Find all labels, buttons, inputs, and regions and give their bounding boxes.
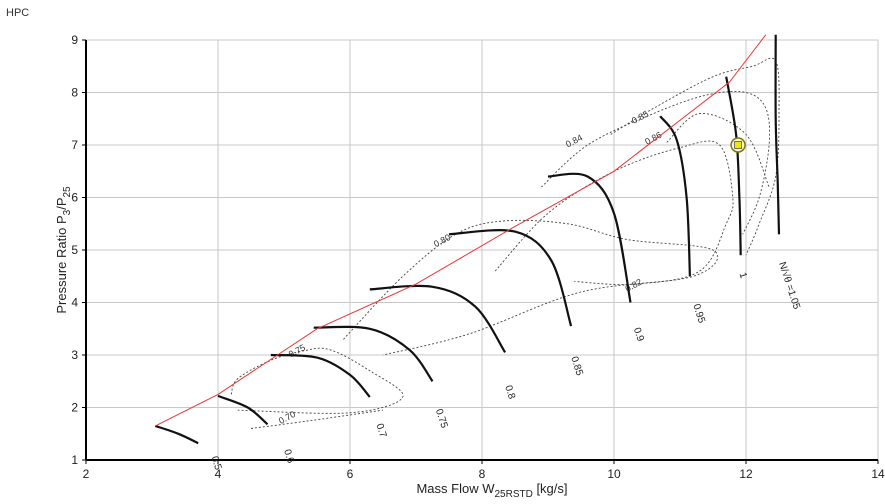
x-axis-label: Mass Flow W25RSTD [kg/s] bbox=[416, 481, 567, 499]
efficiency-contour-line bbox=[541, 90, 771, 235]
efficiency-contour-label: 0.85 bbox=[630, 109, 650, 126]
x-tick-label: 4 bbox=[215, 467, 222, 481]
speed-line-label: 0.9 bbox=[631, 326, 646, 343]
y-axis-label: Pressure Ratio P3/P25 bbox=[54, 186, 73, 314]
efficiency-contour-line bbox=[250, 409, 384, 429]
efficiency-contours: 0.700.750.800.820.840.850.86 bbox=[230, 57, 780, 429]
speed-line bbox=[217, 394, 269, 426]
y-tick-label: 6 bbox=[71, 191, 78, 205]
x-tick-label: 10 bbox=[607, 467, 621, 481]
speed-line-label: 0.5 bbox=[209, 455, 224, 472]
speed-line-label: 0.85 bbox=[568, 355, 585, 377]
speed-line-label: 0.75 bbox=[433, 408, 450, 430]
efficiency-contour-line bbox=[666, 113, 770, 188]
speed-line bbox=[154, 424, 199, 445]
speed-line-label: 0.8 bbox=[502, 384, 517, 401]
speed-lines: 0.5 0.6 0.7 0.75 0.8 0.85 0.9 0.95 1 N/√θ =1.05 bbox=[154, 34, 803, 472]
y-tick-label: 1 bbox=[71, 453, 78, 467]
speed-line bbox=[369, 284, 507, 353]
speed-line-label: 1 bbox=[737, 271, 749, 280]
x-tick-label: 12 bbox=[739, 467, 753, 481]
y-tick-label: 4 bbox=[71, 296, 78, 310]
speed-line bbox=[270, 353, 371, 398]
speed-line-label: 0.6 bbox=[281, 448, 296, 465]
efficiency-contour-label: 0.86 bbox=[643, 130, 663, 147]
speed-line bbox=[659, 115, 691, 277]
efficiency-contour-line bbox=[343, 219, 719, 356]
y-tick-label: 7 bbox=[71, 138, 78, 152]
speed-line bbox=[774, 34, 781, 235]
efficiency-contour-line bbox=[610, 57, 780, 256]
x-tick-label: 6 bbox=[347, 467, 354, 481]
speed-line bbox=[725, 76, 742, 256]
efficiency-contour-line bbox=[494, 140, 734, 285]
speed-line-label: 0.7 bbox=[374, 422, 389, 439]
y-tick-label: 9 bbox=[71, 33, 78, 47]
speed-line-label: 0.95 bbox=[690, 303, 707, 325]
page-title: HPC bbox=[6, 7, 30, 19]
speed-line bbox=[313, 325, 434, 382]
grid-lines bbox=[85, 39, 879, 461]
y-tick-label: 5 bbox=[71, 243, 78, 257]
y-tick-label: 2 bbox=[71, 401, 78, 415]
speed-line-label: N/√θ =1.05 bbox=[776, 260, 803, 311]
speed-line bbox=[547, 172, 632, 303]
speed-line bbox=[448, 229, 573, 327]
x-tick-label: 14 bbox=[871, 467, 885, 481]
y-tick-label: 8 bbox=[71, 86, 78, 100]
surge-line bbox=[155, 34, 767, 427]
efficiency-contour-line bbox=[230, 347, 404, 414]
x-tick-label: 8 bbox=[479, 467, 486, 481]
operating-point-center bbox=[734, 141, 742, 149]
efficiency-contour-label: 0.84 bbox=[564, 132, 584, 149]
y-tick-label: 3 bbox=[71, 348, 78, 362]
x-tick-label: 2 bbox=[83, 467, 90, 481]
